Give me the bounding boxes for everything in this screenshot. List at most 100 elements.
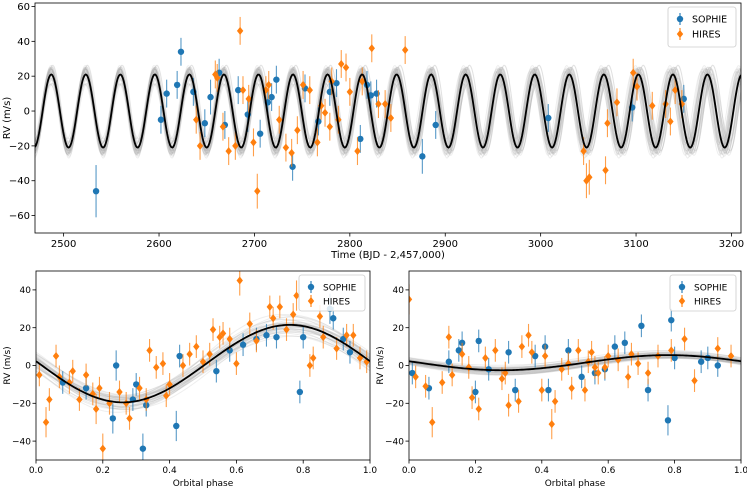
y-tick-label: 40 — [393, 286, 405, 296]
point-sophie — [638, 322, 645, 330]
legend-box — [669, 274, 737, 312]
best-fit-curve — [35, 73, 741, 149]
point-hires — [591, 363, 599, 372]
point-sophie — [289, 163, 296, 170]
point-sophie — [256, 130, 264, 137]
model-sample-curve — [409, 356, 741, 376]
point-hires — [82, 370, 90, 379]
point-hires — [412, 372, 419, 381]
point-sophie — [273, 333, 280, 341]
y-tick-label: −20 — [12, 399, 31, 409]
point-hires — [644, 369, 652, 378]
point-hires — [239, 86, 247, 95]
point-hires — [505, 401, 512, 410]
model-sample-curve — [35, 67, 741, 152]
point-sophie — [419, 153, 426, 160]
point-hires — [214, 73, 221, 82]
model-sample-curve — [35, 70, 741, 146]
point-hires — [233, 359, 240, 368]
point-sophie — [505, 349, 512, 356]
point-sophie — [455, 347, 462, 354]
y-axis-label: RV (m/s) — [376, 346, 386, 384]
y-tick-label: 60 — [17, 2, 30, 13]
legend: SOPHIE HIRES — [669, 274, 737, 312]
point-hires — [282, 143, 290, 152]
model-sample-curve — [35, 71, 741, 145]
point-sophie — [340, 335, 347, 343]
point-hires — [458, 350, 466, 359]
y-tick-label: 20 — [20, 324, 32, 334]
point-hires — [401, 46, 409, 55]
point-hires — [602, 166, 609, 175]
point-hires — [605, 352, 612, 361]
point-hires — [633, 82, 641, 91]
point-hires — [429, 418, 436, 427]
y-tick-label: −60 — [9, 211, 30, 222]
model-sample-curve — [409, 351, 741, 369]
point-hires — [266, 302, 273, 311]
point-hires — [586, 173, 593, 182]
model-sample-curve — [35, 73, 741, 151]
x-tick-label: 2900 — [433, 239, 458, 250]
point-sophie — [664, 417, 672, 424]
model-sample-curve — [409, 352, 741, 370]
point-hires — [445, 333, 453, 342]
point-hires — [236, 26, 244, 35]
point-hires — [269, 314, 277, 323]
y-tick-label: 0 — [25, 362, 31, 372]
point-hires — [575, 346, 582, 355]
point-hires — [381, 100, 389, 109]
point-sophie — [432, 121, 439, 129]
point-hires — [541, 352, 549, 361]
legend-label-sophie: SOPHIE — [692, 15, 727, 26]
point-sophie — [346, 349, 354, 356]
point-hires — [46, 395, 53, 404]
legend-marker-hires — [307, 297, 315, 305]
point-hires — [306, 86, 313, 95]
point-hires — [409, 295, 413, 304]
model-sample-curve — [409, 356, 741, 376]
point-hires — [613, 98, 621, 107]
point-hires — [628, 350, 635, 359]
plot-frame — [34, 2, 742, 234]
point-hires — [342, 63, 350, 72]
point-hires — [159, 359, 167, 368]
point-hires — [515, 397, 522, 406]
point-hires — [199, 357, 207, 366]
y-tick-label: 20 — [17, 72, 30, 83]
point-hires — [538, 386, 545, 395]
point-hires — [42, 418, 50, 427]
y-tick-label: 0 — [398, 362, 404, 372]
point-hires — [96, 384, 103, 393]
point-hires — [232, 141, 239, 150]
x-axis-label: Orbital phase — [173, 479, 234, 489]
x-tick-label: 0.2 — [468, 466, 482, 476]
point-hires — [714, 344, 721, 353]
x-tick-label: 3100 — [623, 239, 648, 250]
point-hires — [92, 404, 100, 413]
point-hires — [727, 352, 735, 361]
model-sample-curve — [35, 79, 741, 140]
point-hires — [136, 384, 143, 393]
point-hires — [667, 117, 674, 126]
point-hires — [321, 108, 329, 117]
point-sophie — [92, 187, 100, 195]
point-sophie — [545, 386, 552, 394]
phase-panel-left: 0.0 0.2 0.4 0.6 0.8 1.0 40 20 0 −20 −40 Orbital pha… — [3, 270, 377, 489]
model-sample-curve — [35, 71, 741, 152]
model-sample-curve — [409, 352, 741, 370]
point-sophie — [611, 343, 619, 350]
y-tick-label: 40 — [20, 286, 32, 296]
point-hires — [475, 404, 482, 413]
point-hires — [580, 147, 587, 156]
model-sample-curve — [409, 356, 741, 375]
point-sophie — [201, 120, 209, 127]
point-hires — [265, 80, 272, 89]
x-tick-label: 2700 — [242, 239, 267, 250]
model-sample-curve — [35, 83, 741, 143]
model-sample-curve — [36, 324, 370, 410]
point-sophie — [333, 79, 340, 87]
model-sample-curve — [35, 71, 741, 154]
point-hires — [314, 138, 321, 147]
model-sample-curve — [35, 77, 741, 142]
